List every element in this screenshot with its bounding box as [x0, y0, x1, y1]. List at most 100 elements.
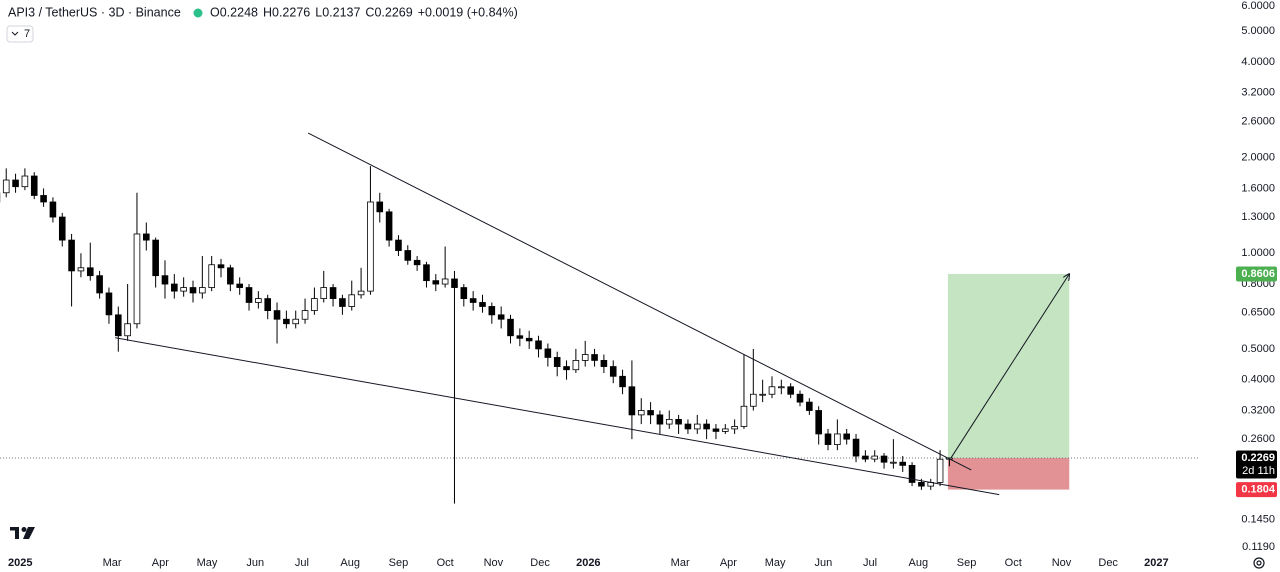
- arrow: [950, 274, 1069, 459]
- candle-body: [862, 455, 869, 460]
- candle-body: [778, 386, 785, 389]
- candle-body: [908, 464, 916, 483]
- candle-body: [189, 287, 197, 294]
- x-tick-label: Sep: [389, 557, 409, 569]
- trend-line: [115, 337, 1000, 496]
- candle-body: [740, 405, 748, 427]
- candle-body: [581, 354, 589, 361]
- candle-body: [852, 438, 860, 457]
- candle-body: [255, 298, 262, 303]
- x-tick-label: Oct: [1005, 557, 1022, 569]
- candle-body: [12, 179, 19, 188]
- candle-body: [665, 419, 673, 425]
- candle-body: [880, 455, 888, 463]
- candle-body: [404, 250, 412, 261]
- candle-body: [320, 287, 328, 299]
- x-tick-label: 2025: [8, 557, 32, 569]
- candle-body: [423, 264, 430, 282]
- y-tick-label: 1.3000: [1241, 211, 1275, 223]
- y-tick-label: 1.6000: [1241, 182, 1275, 194]
- x-tick-label: Jun: [246, 557, 264, 569]
- candle-body: [488, 306, 496, 316]
- y-tick-label: 5.0000: [1241, 25, 1275, 37]
- candle-body: [311, 298, 318, 311]
- candle-body: [731, 426, 738, 430]
- candle-body: [208, 264, 215, 288]
- candle-body: [199, 287, 206, 294]
- x-tick-label: Mar: [103, 557, 122, 569]
- x-tick-label: Nov: [1052, 557, 1072, 569]
- ohlc-value: 0.2269: [374, 5, 412, 19]
- position-layer: [947, 273, 1070, 490]
- candle-body: [843, 433, 850, 440]
- candle-body: [750, 393, 757, 407]
- candle-body: [441, 278, 449, 285]
- candle-body: [703, 423, 710, 430]
- candle-body: [385, 211, 393, 241]
- candle-body: [600, 360, 608, 367]
- candle-body: [245, 287, 253, 303]
- candle-body: [301, 310, 309, 320]
- candle-body: [479, 302, 486, 307]
- candle-body: [721, 428, 729, 432]
- candle-body: [143, 233, 150, 241]
- last-price-box: [1236, 450, 1277, 479]
- candle-body: [58, 216, 66, 241]
- candle-body: [619, 375, 626, 388]
- candle-body: [609, 366, 617, 377]
- candle-body: [656, 414, 664, 425]
- y-tick-label: 0.1450: [1241, 514, 1275, 526]
- x-tick-label: Jul: [863, 557, 877, 569]
- candle-body: [460, 287, 468, 299]
- candle-body: [161, 275, 169, 285]
- candle-body: [871, 455, 879, 460]
- x-tick-label: Nov: [484, 557, 504, 569]
- settings-icon[interactable]: [1253, 557, 1265, 569]
- candle-body: [469, 298, 477, 303]
- candle-body: [918, 482, 925, 487]
- x-tick-label: Jul: [295, 557, 309, 569]
- x-tick-label: Apr: [720, 557, 737, 569]
- candle-body: [936, 458, 944, 483]
- loss-zone: [947, 457, 1070, 490]
- x-tick-label: Dec: [1098, 557, 1118, 569]
- candle-body: [367, 201, 374, 292]
- x-tick-label: Aug: [340, 557, 360, 569]
- candle-body: [815, 410, 822, 435]
- candle-body: [217, 264, 225, 269]
- candle-body: [376, 201, 384, 213]
- candle-body: [432, 280, 440, 285]
- chart-title: API3 / TetherUS · 3D · Binance: [8, 5, 181, 19]
- candle-body: [236, 283, 243, 288]
- candle-body: [834, 433, 841, 445]
- indicator-toggle[interactable]: [6, 25, 34, 43]
- x-tick-label: May: [197, 557, 218, 569]
- candle-body: [497, 314, 505, 320]
- candle-body: [114, 314, 122, 337]
- candle-body: [628, 386, 636, 416]
- candle-body: [49, 201, 57, 218]
- candle-body: [787, 386, 794, 395]
- candle-body: [806, 401, 813, 411]
- x-tick-label: Apr: [152, 557, 169, 569]
- candle-body: [30, 175, 38, 196]
- y-tick-label: 0.2600: [1241, 433, 1275, 445]
- candle-body: [591, 354, 598, 361]
- candle-body: [675, 419, 682, 425]
- x-tick-label: Oct: [437, 557, 454, 569]
- x-tick-label: May: [765, 557, 786, 569]
- candle-body: [152, 239, 159, 277]
- candle-body: [133, 233, 141, 325]
- ohlc-label: L: [315, 5, 322, 19]
- target-price-box: [1236, 266, 1277, 282]
- candle-body: [516, 335, 524, 339]
- chevron-icon: [11, 31, 19, 36]
- stop-price-box: [1236, 482, 1277, 498]
- candles-layer: [0, 166, 953, 504]
- x-tick-label: Mar: [671, 557, 690, 569]
- candle-body: [77, 267, 85, 272]
- y-tick-label: 0.5000: [1241, 343, 1275, 355]
- candle-body: [693, 423, 701, 430]
- y-tick-label: 0.6500: [1241, 307, 1275, 319]
